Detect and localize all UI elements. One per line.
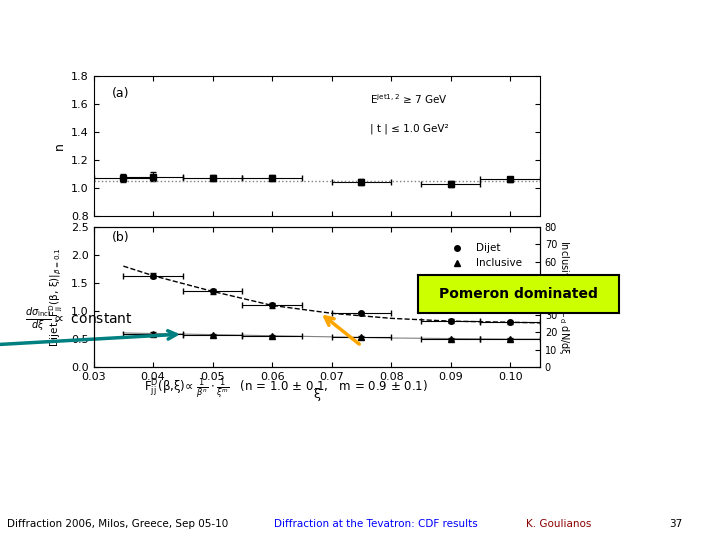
Text: F$^{\mathrm{D}}_{\mathrm{jj}}$(β,ξ)∝ $\frac{1}{\beta^n}\cdot\frac{1}{\xi^m}$   (: F$^{\mathrm{D}}_{\mathrm{jj}}$(β,ξ)∝ $\f… bbox=[144, 377, 428, 401]
Text: E$^{\mathrm{jet1,2}}$ ≥ 7 GeV: E$^{\mathrm{jet1,2}}$ ≥ 7 GeV bbox=[370, 92, 449, 106]
Text: $\frac{d\sigma_{\mathrm{incl}}}{d\xi} \propto$ constant: $\frac{d\sigma_{\mathrm{incl}}}{d\xi} \p… bbox=[25, 305, 133, 333]
Text: (b): (b) bbox=[112, 231, 129, 244]
Y-axis label: Inclusive, 1/N$_{\mathrm{r-d}}$ dN/dξ: Inclusive, 1/N$_{\mathrm{r-d}}$ dN/dξ bbox=[557, 240, 571, 354]
Text: ξ-dependence: Inclusive vs Dijet: ξ-dependence: Inclusive vs Dijet bbox=[7, 10, 720, 58]
Y-axis label: Dijet, F$^{\mathrm{D}}_{\mathrm{jj}}$(β, ξ)|$_{\beta=0.1}$: Dijet, F$^{\mathrm{D}}_{\mathrm{jj}}$(β,… bbox=[48, 247, 66, 347]
X-axis label: ξ: ξ bbox=[313, 388, 320, 401]
Legend: Dijet, Inclusive: Dijet, Inclusive bbox=[442, 239, 526, 273]
Text: Diffraction at the Tevatron: CDF results: Diffraction at the Tevatron: CDF results bbox=[274, 519, 477, 529]
Text: (a): (a) bbox=[112, 86, 129, 100]
Text: | t | ≤ 1.0 GeV²: | t | ≤ 1.0 GeV² bbox=[370, 124, 449, 134]
Text: 37: 37 bbox=[670, 519, 683, 529]
Text: Diffraction 2006, Milos, Greece, Sep 05-10: Diffraction 2006, Milos, Greece, Sep 05-… bbox=[7, 519, 228, 529]
Y-axis label: n: n bbox=[53, 142, 66, 150]
Text: Pomeron dominated: Pomeron dominated bbox=[439, 287, 598, 301]
Text: K. Goulianos: K. Goulianos bbox=[526, 519, 591, 529]
